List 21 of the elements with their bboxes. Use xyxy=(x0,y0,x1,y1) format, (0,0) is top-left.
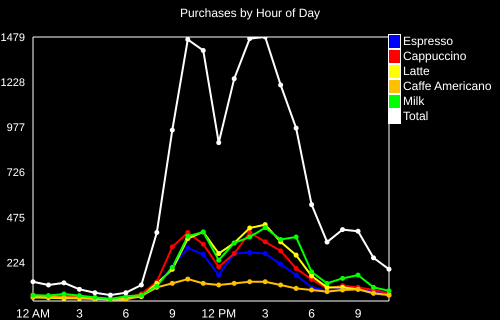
x-tick-label: 6 xyxy=(308,306,316,320)
legend-label: Total xyxy=(403,109,428,124)
y-tick-label: 977 xyxy=(6,122,25,134)
x-tick-label: 12 AM xyxy=(16,306,50,320)
x-tick-label: 3 xyxy=(76,306,84,320)
y-tick-label: 1479 xyxy=(0,32,25,44)
x-tick-label: 9 xyxy=(168,306,176,320)
legend-label: Cappuccino xyxy=(403,49,466,64)
y-tick-label: 224 xyxy=(6,257,25,270)
chart-title: Purchases by Hour of Day xyxy=(178,6,322,20)
legend-label: Latte xyxy=(403,64,430,79)
y-tick-label: 726 xyxy=(6,167,25,180)
x-tick-label: 9 xyxy=(354,306,362,320)
legend-label: Caffe Americano xyxy=(403,79,492,94)
y-tick-label: 1228 xyxy=(0,77,25,90)
x-tick-label: 3 xyxy=(262,306,269,320)
legend-label: Espresso xyxy=(403,34,454,49)
y-tick-label: 475 xyxy=(6,212,25,224)
legend-label: Milk xyxy=(403,94,424,109)
x-tick-label: 6 xyxy=(122,306,130,320)
x-tick-label: 12 PM xyxy=(201,306,236,320)
